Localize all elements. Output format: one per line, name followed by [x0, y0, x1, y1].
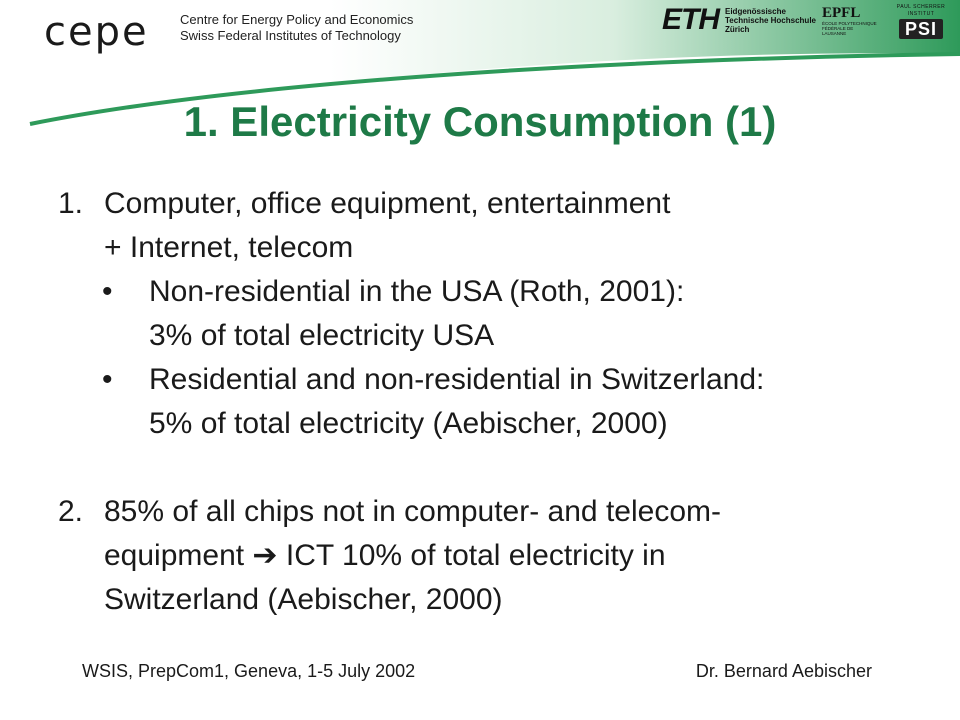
cepe-line-1: Centre for Energy Policy and Economics: [180, 12, 414, 27]
list-item-1: 1. Computer, office equipment, entertain…: [58, 182, 938, 270]
item2-line-1: 85% of all chips not in computer- and te…: [104, 495, 721, 528]
psi-full-name: PAUL SCHERRER INSTITUT: [896, 4, 946, 17]
footer-author: Dr. Bernard Aebischer: [695, 661, 872, 681]
eth-line-3: Zürich: [725, 24, 750, 34]
bullet-usa-line-2: 3% of total electricity USA: [149, 319, 495, 352]
eth-line-2: Technische Hochschule: [725, 15, 816, 25]
epfl-line-2: FÉDÉRALE DE LAUSANNE: [822, 26, 854, 36]
slide-title: 1. Electricity Consumption (1): [183, 98, 777, 145]
list-spacer: [58, 446, 938, 490]
header-swoosh-graphic: [29, 0, 960, 126]
psi-mark: PSI: [898, 19, 943, 39]
eth-mark: ETH: [662, 3, 720, 36]
slide-body: 1. Computer, office equipment, entertain…: [58, 182, 938, 622]
psi-logo: PAUL SCHERRER INSTITUT PSI: [886, 4, 956, 40]
bullet-ch-line-2: 5% of total electricity (Aebischer, 2000…: [149, 407, 668, 440]
item1-line-2: + Internet, telecom: [104, 231, 354, 264]
epfl-line-1: ÉCOLE POLYTECHNIQUE: [822, 21, 877, 26]
bullet-icon: •: [102, 275, 113, 308]
footer-event: WSIS, PrepCom1, Geneva, 1-5 July 2002: [82, 661, 416, 681]
cepe-logo-text: cepe: [44, 9, 149, 55]
eth-line-1: Eidgenössische: [725, 6, 786, 16]
item1-line-1: Computer, office equipment, entertainmen…: [104, 187, 671, 220]
list-number-2: 2.: [58, 495, 84, 528]
eth-name: Eidgenössische Technische Hochschule Zür…: [725, 7, 816, 34]
bullet-item-switzerland: • Residential and non-residential in Swi…: [58, 358, 938, 446]
item2-line-3: Switzerland (Aebischer, 2000): [104, 583, 503, 616]
cepe-full-name: Centre for Energy Policy and Economics S…: [180, 12, 413, 44]
cepe-logo: cepe: [44, 12, 149, 52]
epfl-logo: EPFL ÉCOLE POLYTECHNIQUE FÉDÉRALE DE LAU…: [822, 5, 878, 37]
epfl-mark: EPFL: [822, 5, 861, 21]
bullet-item-usa: • Non-residential in the USA (Roth, 2001…: [58, 270, 938, 358]
list-number-1: 1.: [58, 187, 84, 220]
bullet-ch-line-1: Residential and non-residential in Switz…: [149, 363, 765, 396]
slide-header: cepe Centre for Energy Policy and Econom…: [0, 0, 960, 130]
item2-line-2: equipment ➔ ICT 10% of total electricity…: [104, 539, 666, 572]
bullet-icon: •: [102, 363, 113, 396]
eth-logo: ETH Eidgenössische Technische Hochschule…: [662, 3, 816, 36]
cepe-line-2: Swiss Federal Institutes of Technology: [180, 28, 401, 43]
list-item-2: 2. 85% of all chips not in computer- and…: [58, 490, 938, 622]
bullet-usa-line-1: Non-residential in the USA (Roth, 2001):: [149, 275, 685, 308]
